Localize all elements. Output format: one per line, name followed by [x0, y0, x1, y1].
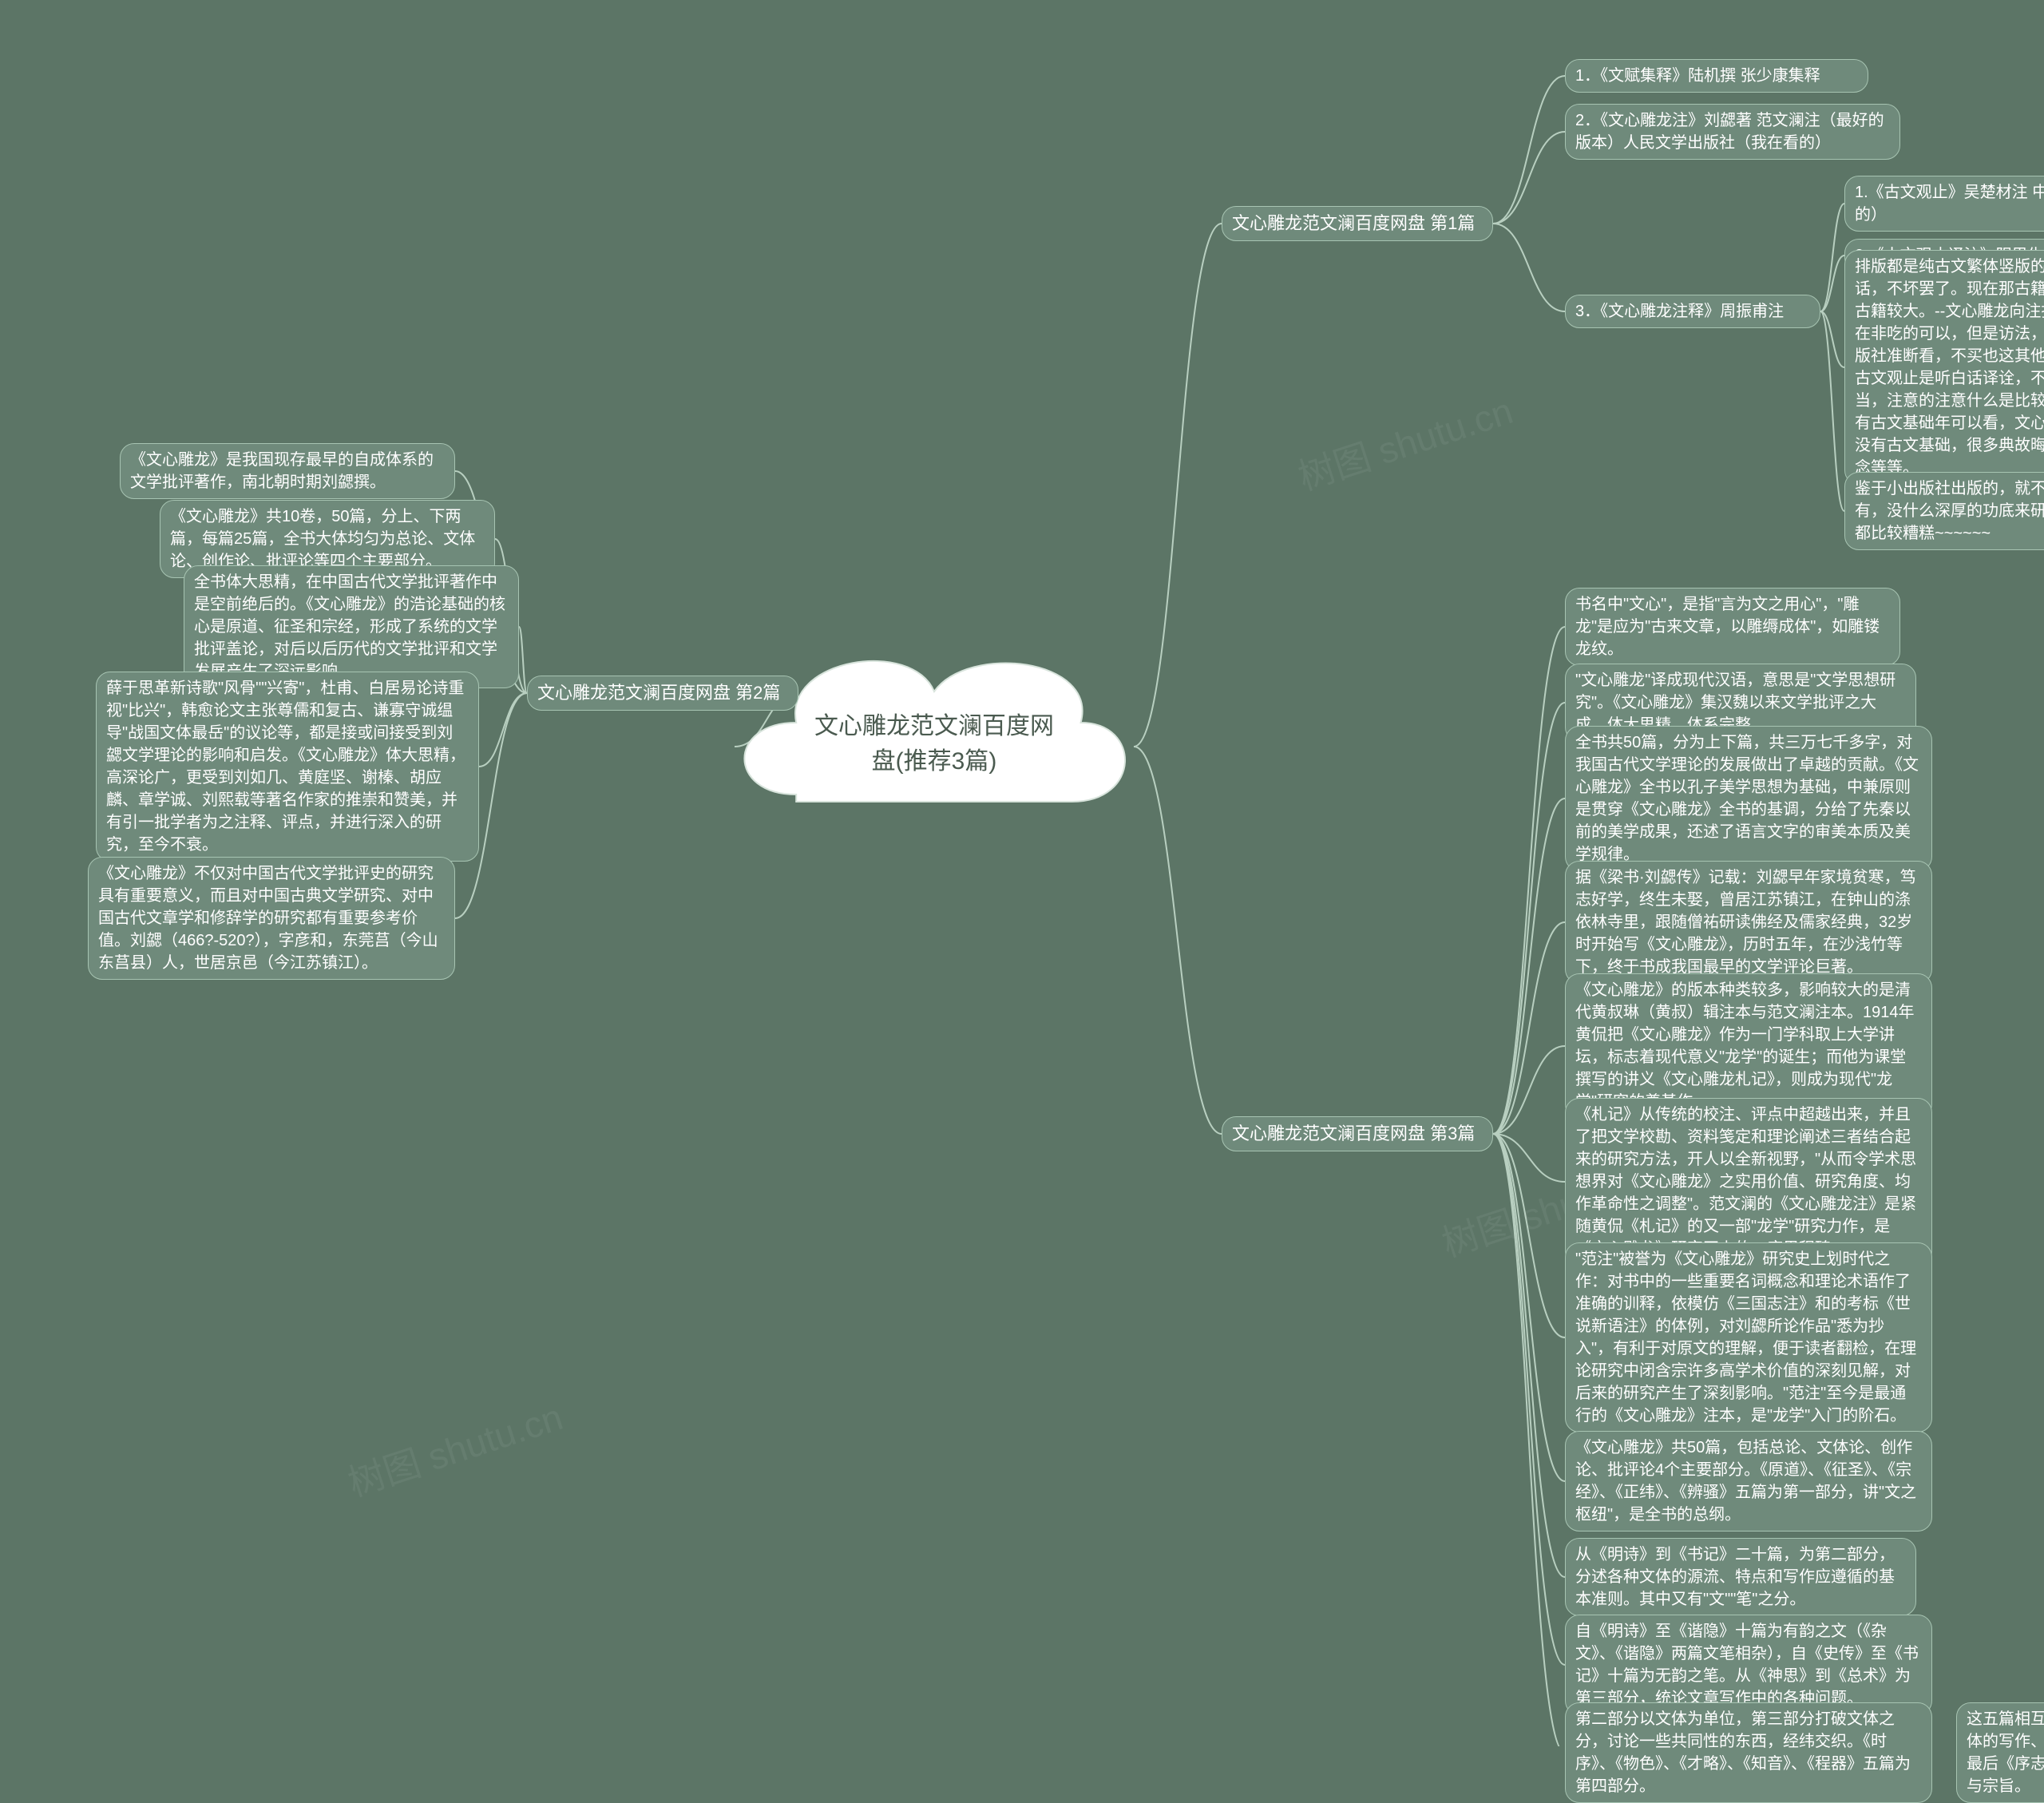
leaf-node: 从《明诗》到《书记》二十篇，为第二部分，分述各种文体的源流、特点和写作应遵循的基…: [1565, 1538, 1916, 1616]
leaf-node: 全书共50篇，分为上下篇，共三万七千多字，对我国古代文学理论的发展做出了卓越的贡…: [1565, 726, 1932, 871]
leaf-node: 《文心雕龙》的版本种类较多，影响较大的是清代黄叔琳（黄叔）辑注本与范文澜注本。1…: [1565, 973, 1932, 1119]
leaf-node: 1.《古文观止》吴楚材注 中华书局（我在看的）: [1844, 176, 2044, 232]
leaf-node: 自《明诗》至《谐隐》十篇为有韵之文（《杂文》、《谐隐》两篇文笔相杂），自《史传》…: [1565, 1615, 1932, 1715]
leaf-node: 3．《文心雕龙注释》周振甫注: [1565, 295, 1820, 328]
leaf-node: 《札记》从传统的校注、评点中超越出来，并且了把文学校勘、资料笺定和理论阐述三者结…: [1565, 1098, 1932, 1266]
leaf-node: 书名中"文心"，是指"言为文之用心"，"雕龙"是应为"古来文章，以雕缛成体"，如…: [1565, 588, 1900, 666]
center-topic: 文心雕龙范文澜百度网盘(推荐3篇): [814, 693, 1054, 789]
leaf-node: "范注"被誉为《文心雕龙》研究史上划时代之作：对书中的一些重要名词概念和理论术语…: [1565, 1242, 1932, 1432]
leaf-node: 《文心雕龙》是我国现存最早的自成体系的文学批评著作，南北朝时期刘勰撰。: [120, 443, 455, 499]
leaf-node: 《文心雕龙》共50篇，包括总论、文体论、创作论、批评论4个主要部分。《原道》、《…: [1565, 1431, 1932, 1532]
leaf-node: 2．《文心雕龙注》刘勰著 范文澜注（最好的版本）人民文学出版社（我在看的）: [1565, 104, 1900, 160]
leaf-node: 据《梁书·刘勰传》记载：刘勰早年家境贫寒，笃志好学，终生未娶，曾居江苏镇江，在钟…: [1565, 861, 1932, 984]
leaf-node: 《文心雕龙》不仅对中国古代文学批评史的研究具有重要意义，而且对中国古典文学研究、…: [88, 857, 455, 980]
leaf-node: 鉴于小出版社出版的，就不用去买了，买了总有，没什么深厚的功底来研究这些书的，内容…: [1844, 472, 2044, 550]
leaf-node: 薛于思革新诗歌"风骨""兴寄"，杜甫、白居易论诗重视"比兴"，韩愈论文主张尊儒和…: [96, 672, 479, 862]
leaf-node: 全书体大思精，在中国古代文学批评著作中是空前绝后的。《文心雕龙》的浩论基础的核心…: [184, 565, 519, 688]
branch-node: 文心雕龙范文澜百度网盘 第2篇: [527, 676, 798, 711]
branch-node: 文心雕龙范文澜百度网盘 第1篇: [1222, 206, 1493, 242]
watermark: 树图 shutu.cn: [341, 1389, 568, 1508]
leaf-node: 排版都是纯古文繁体竖版的形式，纸张装帧的话，不坏罢了。现在那古籍版是中华书局上海…: [1844, 250, 2044, 485]
mindmap-canvas: 文心雕龙范文澜百度网盘(推荐3篇)树图 shutu.cn树图 shutu.cn树…: [0, 0, 2044, 1746]
leaf-node: 1．《文赋集释》陆机撰 张少康集释: [1565, 59, 1868, 93]
branch-node: 文心雕龙范文澜百度网盘 第3篇: [1222, 1116, 1493, 1152]
leaf-node: 第二部分以文体为单位，第三部分打破文体之分，讨论一些共同性的东西，经纬交织。《时…: [1565, 1702, 1932, 1803]
leaf-node: 这五篇相互之间没有密切的联系，但都是重从具体的写作、单独探讨有关文学的某些重大问…: [1956, 1702, 2044, 1803]
watermark: 树图 shutu.cn: [1291, 382, 1519, 501]
